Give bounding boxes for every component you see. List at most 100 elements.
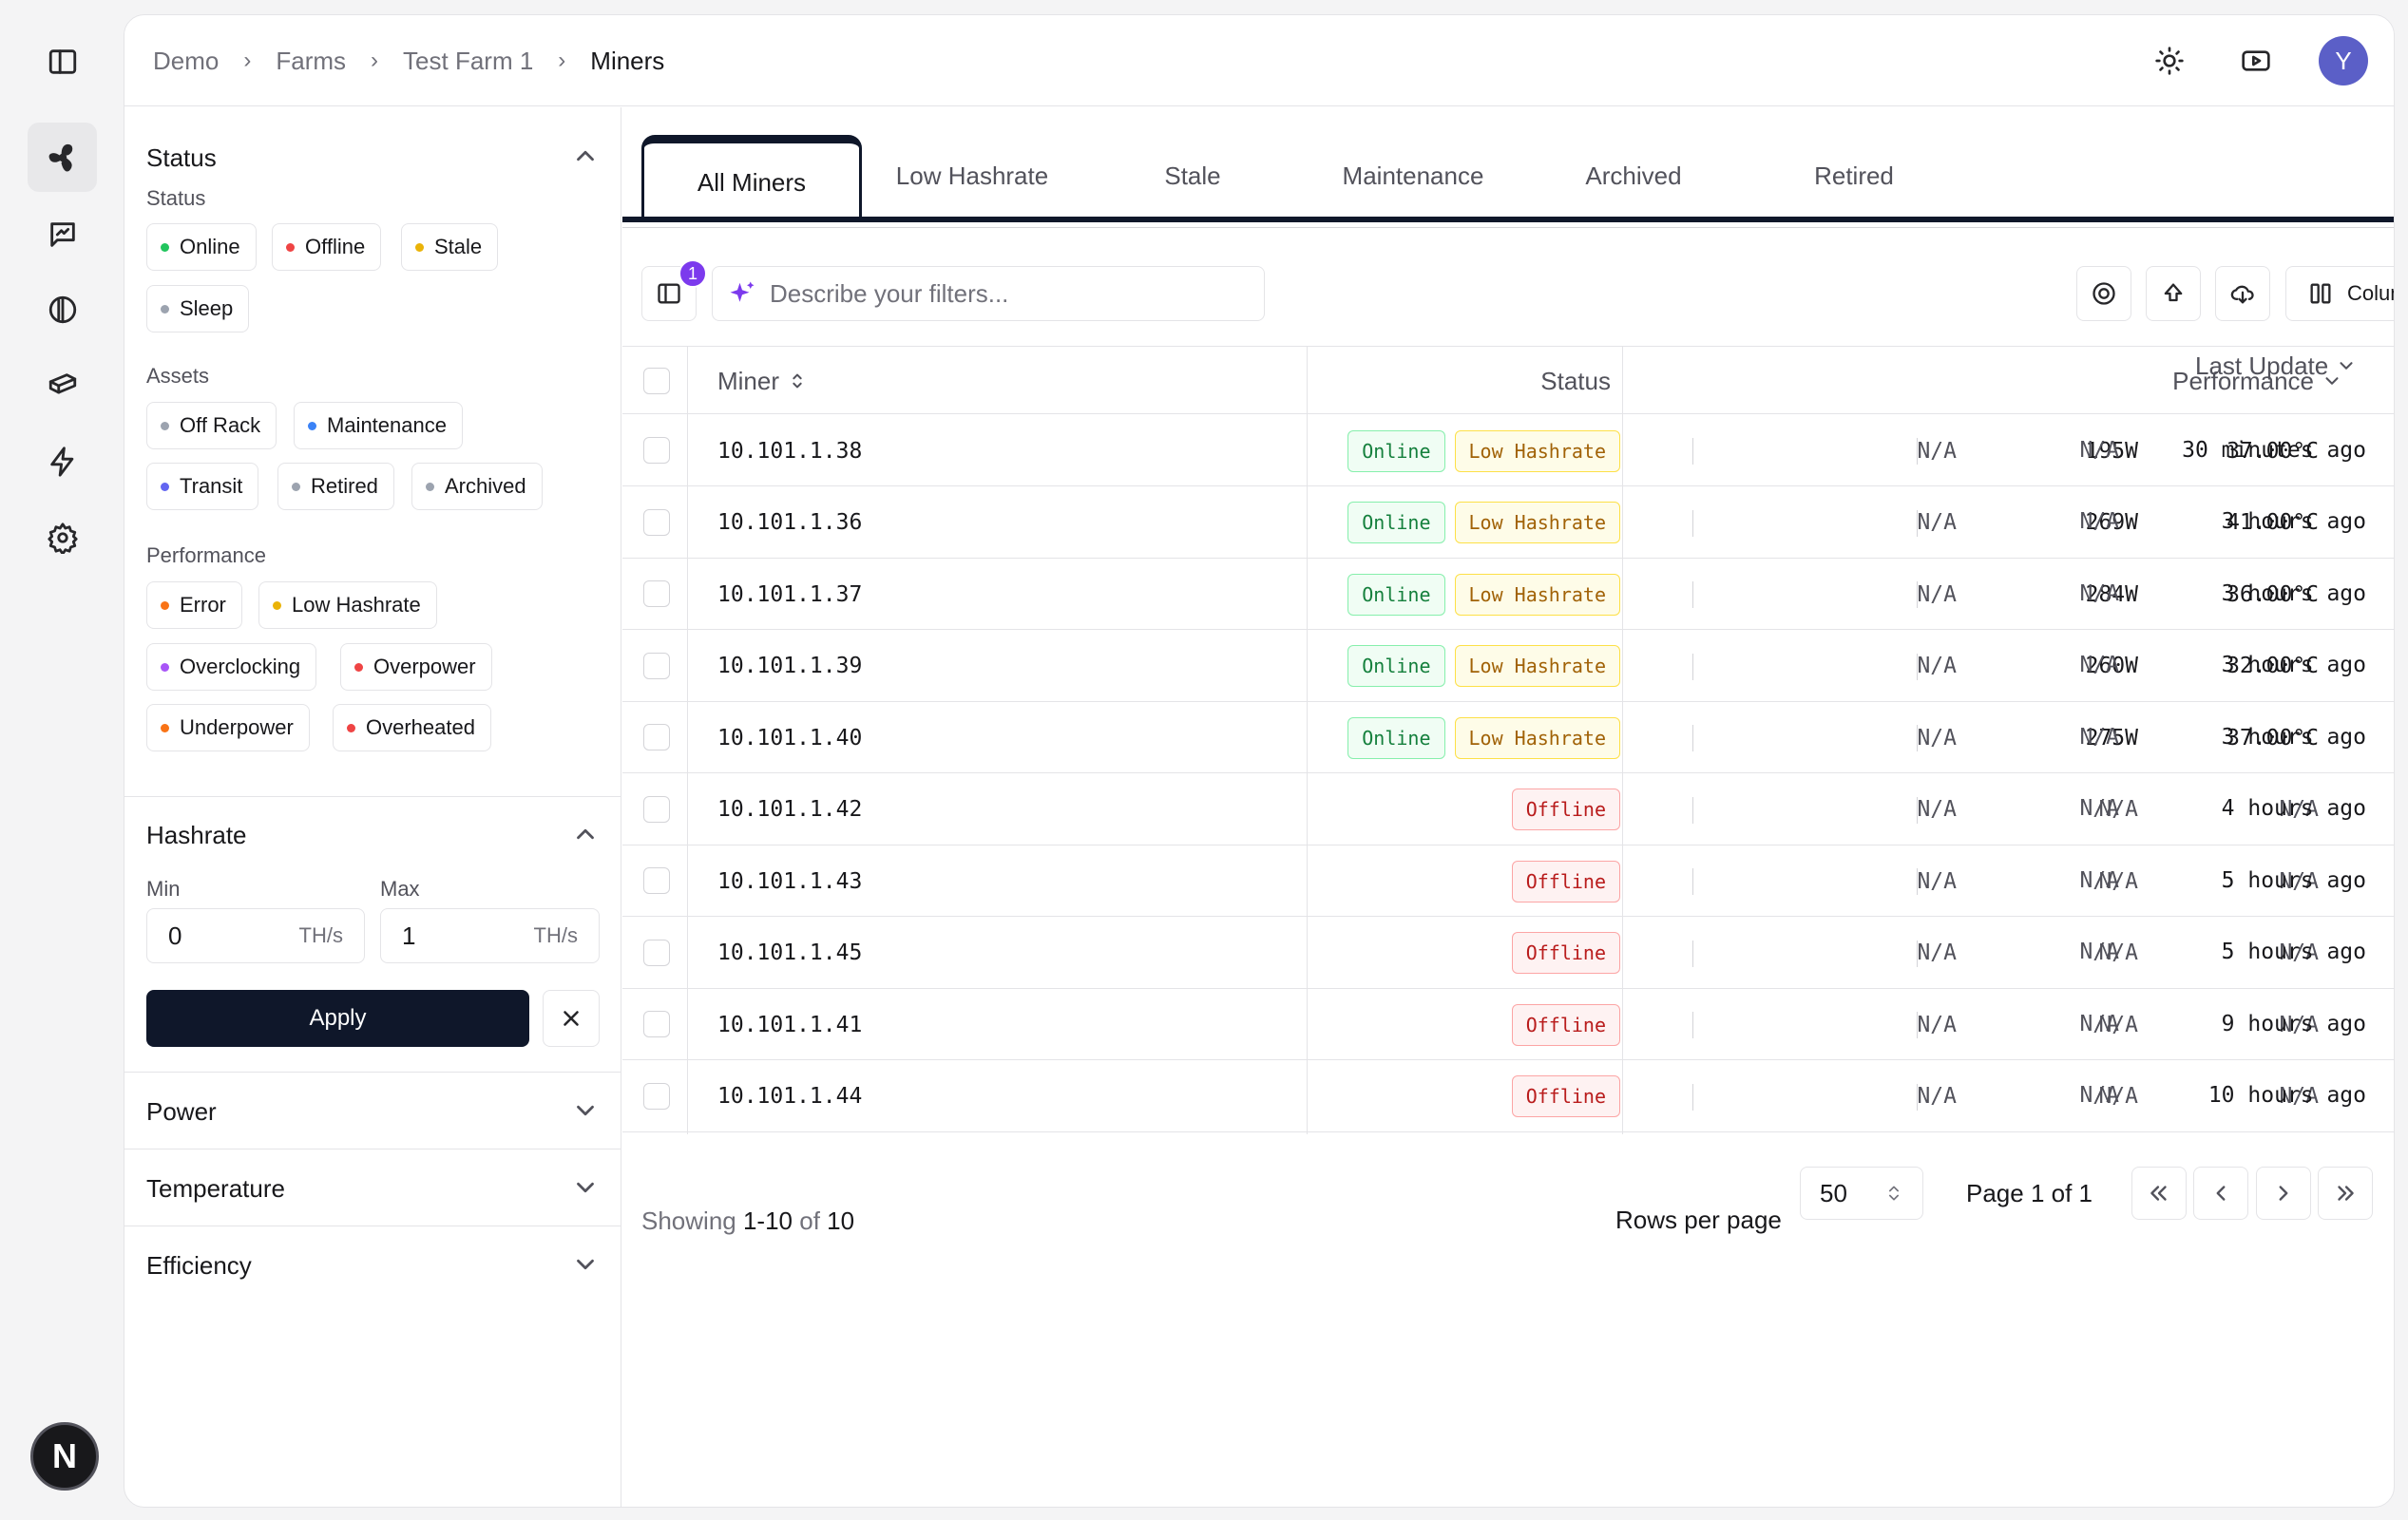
apply-button[interactable]: Apply bbox=[146, 990, 529, 1047]
miner-ip[interactable]: 10.101.1.45 bbox=[717, 940, 863, 965]
tab-archived[interactable]: Archived bbox=[1585, 161, 1682, 190]
breadcrumb-test-farm[interactable]: Test Farm 1 bbox=[403, 46, 534, 75]
tab-retired[interactable]: Retired bbox=[1814, 161, 1894, 190]
select-all-checkbox[interactable] bbox=[643, 368, 670, 394]
chip-low-hashrate[interactable]: Low Hashrate bbox=[258, 581, 437, 629]
efficiency-value: N/A bbox=[2079, 940, 2119, 964]
chip-overclocking[interactable]: Overclocking bbox=[146, 643, 317, 691]
tab-all-miners[interactable]: All Miners bbox=[641, 135, 862, 217]
table-row[interactable]: 10.101.1.42 Offline N/A N/A N/A bbox=[622, 774, 2394, 846]
chevron-down-icon[interactable] bbox=[571, 1096, 600, 1125]
row-checkbox[interactable] bbox=[643, 437, 670, 464]
theme-sun-icon[interactable] bbox=[2145, 36, 2194, 86]
last-update-value: 5 hours ago bbox=[2221, 867, 2366, 893]
row-checkbox[interactable] bbox=[643, 1082, 670, 1110]
miner-ip[interactable]: 10.101.1.40 bbox=[717, 725, 863, 750]
prev-page-button[interactable] bbox=[2193, 1167, 2248, 1220]
power-section-title[interactable]: Power bbox=[146, 1097, 217, 1126]
chip-overheated[interactable]: Overheated bbox=[333, 704, 491, 751]
table-row[interactable]: 10.101.1.37 Online Low Hashrate N/A 284W 36.0… bbox=[622, 559, 2394, 630]
temperature-section-title[interactable]: Temperature bbox=[146, 1174, 285, 1203]
cloud-download-button[interactable] bbox=[2215, 266, 2270, 321]
row-checkbox[interactable] bbox=[643, 724, 670, 750]
efficiency-section-title[interactable]: Efficiency bbox=[146, 1251, 252, 1280]
table-row[interactable]: 10.101.1.43 Offline N/A N/A N/A bbox=[622, 846, 2394, 917]
chip-sleep[interactable]: Sleep bbox=[146, 285, 250, 332]
power-value: 275W bbox=[2085, 725, 2138, 750]
target-button[interactable] bbox=[2076, 266, 2131, 321]
ai-filter-input[interactable]: Describe your filters... bbox=[712, 266, 1265, 321]
filter-panel-toggle-button[interactable]: 1 bbox=[641, 259, 707, 321]
row-checkbox[interactable] bbox=[643, 939, 670, 966]
chip-retired[interactable]: Retired bbox=[277, 463, 394, 510]
miner-ip[interactable]: 10.101.1.41 bbox=[717, 1012, 863, 1037]
rows-per-page-select[interactable]: 50 bbox=[1800, 1167, 1923, 1220]
breadcrumb-farms[interactable]: Farms bbox=[276, 46, 347, 75]
miner-ip[interactable]: 10.101.1.38 bbox=[717, 438, 863, 464]
sidebar-toggle-icon[interactable] bbox=[28, 27, 97, 96]
chip-error[interactable]: Error bbox=[146, 581, 242, 629]
chip-online[interactable]: Online bbox=[146, 223, 257, 271]
row-checkbox[interactable] bbox=[643, 795, 670, 823]
ticket-icon[interactable] bbox=[28, 351, 97, 420]
miner-ip[interactable]: 10.101.1.37 bbox=[717, 581, 863, 607]
chevron-up-icon[interactable] bbox=[571, 142, 600, 170]
chip-offline[interactable]: Offline bbox=[272, 223, 382, 271]
last-update-column-header[interactable]: Last Update bbox=[2195, 332, 2357, 400]
chevron-up-icon[interactable] bbox=[571, 820, 600, 848]
performance-column-header[interactable]: Performance bbox=[2048, 347, 2342, 415]
tab-low-hashrate[interactable]: Low Hashrate bbox=[895, 161, 1049, 190]
row-checkbox[interactable] bbox=[643, 652, 670, 679]
tab-maintenance[interactable]: Maintenance bbox=[1342, 161, 1484, 190]
upload-button[interactable] bbox=[2146, 266, 2201, 321]
miner-ip[interactable]: 10.101.1.42 bbox=[717, 797, 863, 822]
status-dot bbox=[347, 723, 355, 732]
chip-off-rack[interactable]: Off Rack bbox=[146, 402, 277, 449]
miner-ip[interactable]: 10.101.1.43 bbox=[717, 868, 863, 894]
miner-ip[interactable]: 10.101.1.39 bbox=[717, 654, 863, 678]
app-logo[interactable]: N bbox=[30, 1422, 99, 1491]
chevron-down-icon[interactable] bbox=[571, 1173, 600, 1202]
chip-transit[interactable]: Transit bbox=[146, 463, 259, 510]
next-page-button[interactable] bbox=[2256, 1167, 2311, 1220]
breadcrumb-demo[interactable]: Demo bbox=[153, 46, 220, 75]
video-play-icon[interactable] bbox=[2231, 36, 2281, 86]
hashrate-min-input[interactable]: 0 TH/s bbox=[146, 908, 365, 963]
hashrate-max-input[interactable]: 1 TH/s bbox=[380, 908, 600, 963]
status-column-header[interactable]: Status bbox=[1354, 347, 1611, 415]
chip-overpower[interactable]: Overpower bbox=[340, 643, 492, 691]
first-page-button[interactable] bbox=[2131, 1167, 2187, 1220]
lightning-icon[interactable] bbox=[28, 427, 97, 496]
miner-ip[interactable]: 10.101.1.44 bbox=[717, 1084, 863, 1109]
table-row[interactable]: 10.101.1.44 Offline N/A N/A N/A bbox=[622, 1061, 2394, 1132]
miner-ip[interactable]: 10.101.1.36 bbox=[717, 510, 863, 535]
chip-maintenance[interactable]: Maintenance bbox=[294, 402, 463, 449]
last-page-button[interactable] bbox=[2318, 1167, 2373, 1220]
table-row[interactable]: 10.101.1.45 Offline N/A N/A N/A bbox=[622, 918, 2394, 989]
tab-stale[interactable]: Stale bbox=[1164, 161, 1221, 190]
table-row[interactable]: 10.101.1.36 Online Low Hashrate N/A 269W 41.0… bbox=[622, 487, 2394, 559]
table-row[interactable]: 10.101.1.40 Online Low Hashrate N/A 275W 37.0… bbox=[622, 702, 2394, 773]
chart-icon[interactable] bbox=[28, 200, 97, 269]
table-row[interactable]: 10.101.1.38 Online Low Hashrate N/A 195W 37.0… bbox=[622, 415, 2394, 486]
row-checkbox[interactable] bbox=[643, 1011, 670, 1037]
clear-button[interactable] bbox=[543, 990, 600, 1047]
chip-underpower[interactable]: Underpower bbox=[146, 704, 310, 751]
row-checkbox[interactable] bbox=[643, 508, 670, 536]
chevron-down-icon[interactable] bbox=[571, 1250, 600, 1279]
row-checkbox[interactable] bbox=[643, 580, 670, 607]
chip-stale[interactable]: Stale bbox=[401, 223, 499, 271]
row-checkbox[interactable] bbox=[643, 867, 670, 894]
status-section-title[interactable]: Status bbox=[146, 143, 217, 172]
miner-column-header[interactable]: Miner bbox=[717, 347, 808, 415]
table-row[interactable]: 10.101.1.39 Online Low Hashrate N/A 260W 32.0… bbox=[622, 631, 2394, 702]
hashrate-section-title[interactable]: Hashrate bbox=[146, 821, 247, 849]
columns-button[interactable]: Columns bbox=[2285, 266, 2394, 321]
avatar[interactable]: Y bbox=[2319, 36, 2368, 86]
table-row[interactable]: 10.101.1.41 Offline N/A N/A N/A bbox=[622, 989, 2394, 1060]
gear-icon[interactable] bbox=[28, 503, 97, 572]
miners-fan-icon[interactable] bbox=[28, 123, 97, 192]
half-circle-icon[interactable] bbox=[28, 275, 97, 344]
cell-divider bbox=[1917, 940, 1918, 967]
chip-archived[interactable]: Archived bbox=[411, 463, 543, 510]
